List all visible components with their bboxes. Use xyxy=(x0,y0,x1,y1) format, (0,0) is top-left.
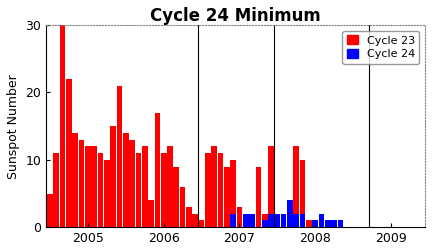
Bar xyxy=(230,160,236,227)
Bar xyxy=(319,214,324,227)
Bar xyxy=(66,79,72,227)
Bar xyxy=(262,214,267,227)
Bar xyxy=(274,214,280,227)
Bar xyxy=(331,220,337,227)
Bar xyxy=(306,220,312,227)
Bar xyxy=(230,214,236,227)
Bar xyxy=(73,133,78,227)
Bar xyxy=(205,153,211,227)
Bar xyxy=(249,214,255,227)
Bar xyxy=(117,86,122,227)
Bar xyxy=(293,146,299,227)
Bar xyxy=(281,214,286,227)
Legend: Cycle 23, Cycle 24: Cycle 23, Cycle 24 xyxy=(343,31,419,64)
Bar xyxy=(85,146,91,227)
Bar xyxy=(92,146,97,227)
Title: Cycle 24 Minimum: Cycle 24 Minimum xyxy=(150,7,321,25)
Bar xyxy=(60,25,66,227)
Bar xyxy=(199,220,204,227)
Bar xyxy=(41,126,47,227)
Bar xyxy=(268,214,274,227)
Bar xyxy=(129,140,135,227)
Bar xyxy=(224,167,230,227)
Bar xyxy=(338,220,343,227)
Bar xyxy=(274,214,280,227)
Bar xyxy=(281,214,286,227)
Bar xyxy=(319,220,324,227)
Bar xyxy=(174,167,179,227)
Bar xyxy=(262,220,267,227)
Bar xyxy=(104,160,110,227)
Bar xyxy=(218,153,223,227)
Bar xyxy=(79,140,84,227)
Bar xyxy=(47,194,53,227)
Bar xyxy=(268,146,274,227)
Bar xyxy=(123,133,129,227)
Bar xyxy=(300,214,305,227)
Bar xyxy=(300,160,305,227)
Bar xyxy=(186,207,192,227)
Bar xyxy=(331,220,337,227)
Bar xyxy=(287,214,293,227)
Bar xyxy=(192,214,198,227)
Bar xyxy=(167,146,173,227)
Bar xyxy=(54,153,59,227)
Bar xyxy=(325,220,330,227)
Y-axis label: Sunspot Number: Sunspot Number xyxy=(7,74,20,178)
Bar xyxy=(256,167,261,227)
Bar xyxy=(211,146,217,227)
Bar xyxy=(161,153,166,227)
Bar xyxy=(293,214,299,227)
Bar xyxy=(180,187,185,227)
Bar xyxy=(243,214,248,227)
Bar xyxy=(155,113,160,227)
Bar xyxy=(287,200,293,227)
Bar xyxy=(98,153,103,227)
Bar xyxy=(249,214,255,227)
Bar xyxy=(142,146,148,227)
Bar xyxy=(243,214,248,227)
Bar xyxy=(237,207,242,227)
Bar xyxy=(110,126,116,227)
Bar xyxy=(136,153,141,227)
Bar xyxy=(312,220,318,227)
Bar xyxy=(148,200,154,227)
